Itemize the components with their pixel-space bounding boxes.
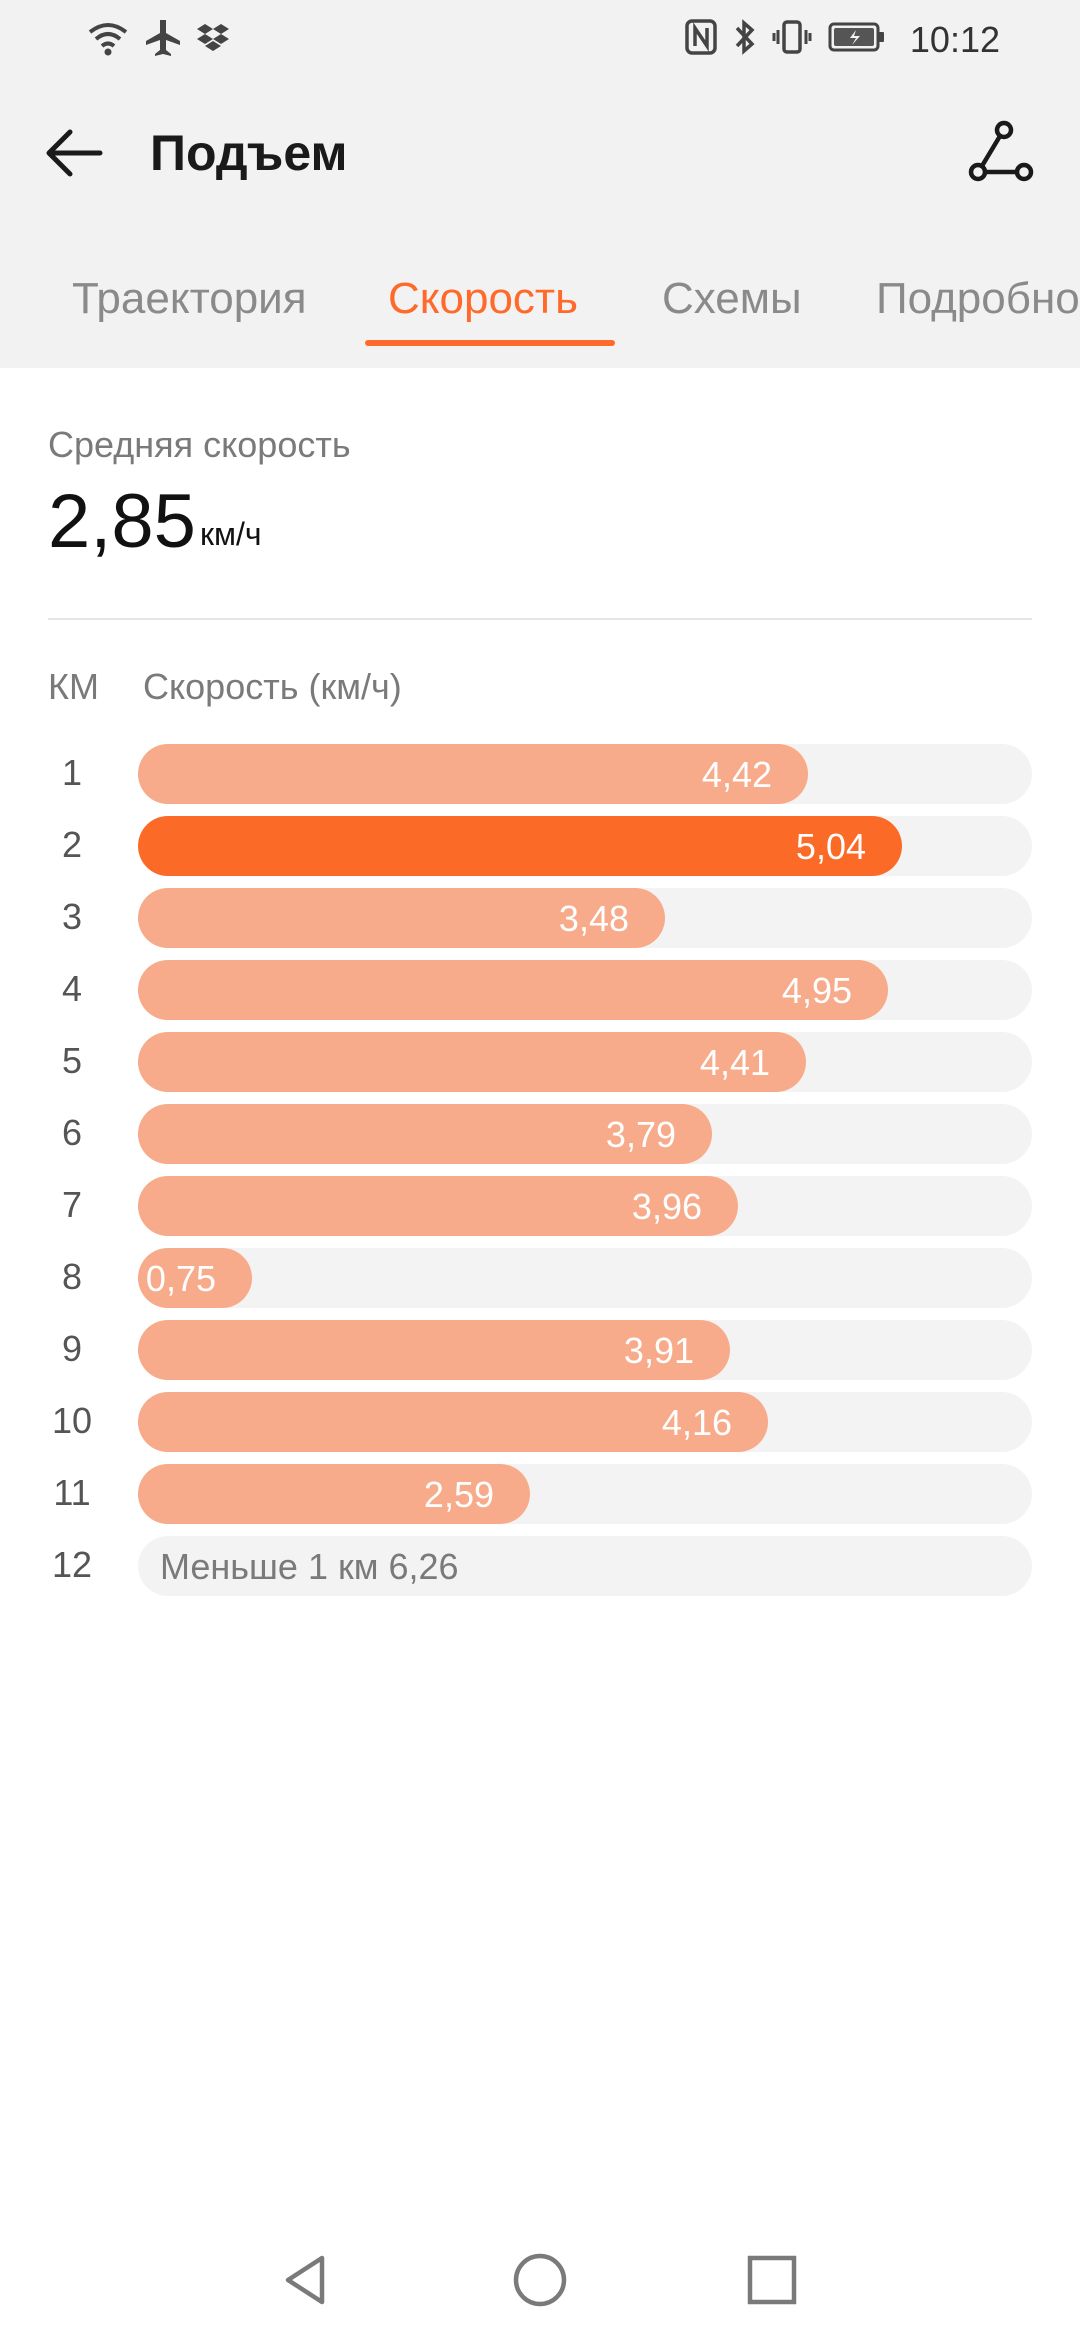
chart-row: 4 4,95 [0, 960, 1080, 1020]
average-speed-label: Средняя скорость [48, 424, 351, 465]
chart-row: 8 0,75 [0, 1248, 1080, 1308]
km-label: 5 [61, 1040, 83, 1081]
km-label: 4 [61, 968, 83, 1009]
average-speed-value: 2,85 [48, 479, 196, 564]
km-label: 8 [61, 1256, 83, 1297]
speed-bar: 3,91 [138, 1320, 730, 1380]
bar-track: 2,59 [138, 1464, 1032, 1524]
speed-bar: 3,48 [138, 888, 665, 948]
speed-bar: 3,96 [138, 1176, 738, 1236]
tab-trajectory[interactable]: Траектория [72, 274, 307, 323]
chart-row: 11 2,59 [0, 1464, 1080, 1524]
average-speed-unit: км/ч [200, 516, 262, 552]
nav-back-button[interactable] [278, 2250, 338, 2310]
km-label: 11 [53, 1472, 91, 1513]
speed-bar: 4,16 [138, 1392, 768, 1452]
nav-back-icon [285, 2255, 325, 2305]
bar-track: 4,41 [138, 1032, 1032, 1092]
tab-bar: Траектория Скорость Схемы Подробно [0, 262, 1080, 352]
speed-bar: 4,95 [138, 960, 888, 1020]
km-label: 2 [61, 824, 83, 865]
arrow-left-icon [46, 129, 103, 177]
back-button[interactable] [40, 118, 110, 188]
system-nav-bar [0, 2220, 1080, 2340]
speed-bar-label: 3,48 [558, 898, 629, 939]
chart-row: 6 3,79 [0, 1104, 1080, 1164]
km-label: 7 [61, 1184, 83, 1225]
km-label: 6 [61, 1112, 83, 1153]
battery-icon [828, 20, 886, 59]
dropbox-icon [196, 21, 230, 60]
airplane-icon [144, 18, 182, 63]
bar-track: Меньше 1 км 6,26 [138, 1536, 1032, 1596]
chart-row: 2 5,04 [0, 816, 1080, 876]
bar-track: 3,91 [138, 1320, 1032, 1380]
bar-track: 5,04 [138, 816, 1032, 876]
status-time: 10:12 [909, 18, 1000, 60]
status-bar: 10:12 [0, 0, 1080, 84]
km-label: 1 [61, 752, 83, 793]
bluetooth-icon [734, 18, 756, 61]
km-label: 10 [51, 1400, 93, 1441]
speed-bar-label: 4,41 [699, 1042, 770, 1083]
wifi-icon [86, 18, 130, 63]
speed-bar-label: 0,75 [145, 1258, 216, 1299]
vibrate-icon [772, 18, 812, 61]
chart-row: 9 3,91 [0, 1320, 1080, 1380]
divider [48, 618, 1032, 620]
bar-track: 3,48 [138, 888, 1032, 948]
speed-bar-label: 5,04 [795, 826, 866, 867]
page-title: Подъем [150, 125, 348, 181]
tab-active-indicator [365, 340, 615, 346]
speed-bar: 5,04 [138, 816, 902, 876]
bar-track: 0,75 [138, 1248, 1032, 1308]
nav-home-button[interactable] [510, 2250, 570, 2310]
speed-bar-label: 4,16 [661, 1402, 732, 1443]
bar-track: 3,96 [138, 1176, 1032, 1236]
top-bar: 10:12 Подъем Траектория Скорость Схемы П… [0, 0, 1080, 368]
chart-row: 3 3,48 [0, 888, 1080, 948]
chart-row: 1 4,42 [0, 744, 1080, 804]
bar-track: 4,95 [138, 960, 1032, 1020]
column-header-speed: Скорость (км/ч) [143, 666, 402, 707]
speed-bar: 4,42 [138, 744, 808, 804]
speed-bar-label: 3,79 [605, 1114, 676, 1155]
chart-row: 7 3,96 [0, 1176, 1080, 1236]
km-label: 3 [61, 896, 83, 937]
chart-row: 10 4,16 [0, 1392, 1080, 1452]
nav-recents-icon [747, 2255, 797, 2305]
bar-track: 4,16 [138, 1392, 1032, 1452]
nav-recents-button[interactable] [742, 2250, 802, 2310]
nfc-icon [684, 18, 718, 61]
column-header-km: КМ [48, 666, 99, 707]
chart-row-remainder: 12 Меньше 1 км 6,26 [0, 1536, 1080, 1596]
speed-bar-label: 4,42 [701, 754, 772, 795]
km-label: 9 [61, 1328, 83, 1369]
remainder-label: Меньше 1 км 6,26 [160, 1546, 459, 1587]
speed-bar-label: 3,96 [631, 1186, 702, 1227]
nav-home-icon [513, 2253, 567, 2307]
speed-bar-label: 4,95 [781, 970, 852, 1011]
speed-bar: 4,41 [138, 1032, 806, 1092]
speed-bar-label: 2,59 [423, 1474, 494, 1515]
route-button[interactable] [966, 118, 1036, 188]
km-label: 12 [51, 1544, 93, 1585]
speed-bar: 3,79 [138, 1104, 712, 1164]
speed-bar-label: 3,91 [623, 1330, 694, 1371]
tab-speed[interactable]: Скорость [388, 274, 579, 323]
tab-details[interactable]: Подробно [876, 274, 1080, 323]
speed-bar: 0,75 [138, 1248, 252, 1308]
bar-track: 3,79 [138, 1104, 1032, 1164]
route-icon [968, 120, 1034, 182]
chart-row: 5 4,41 [0, 1032, 1080, 1092]
speed-bar: 2,59 [138, 1464, 530, 1524]
tab-schemes[interactable]: Схемы [662, 274, 802, 323]
bar-track: 4,42 [138, 744, 1032, 804]
